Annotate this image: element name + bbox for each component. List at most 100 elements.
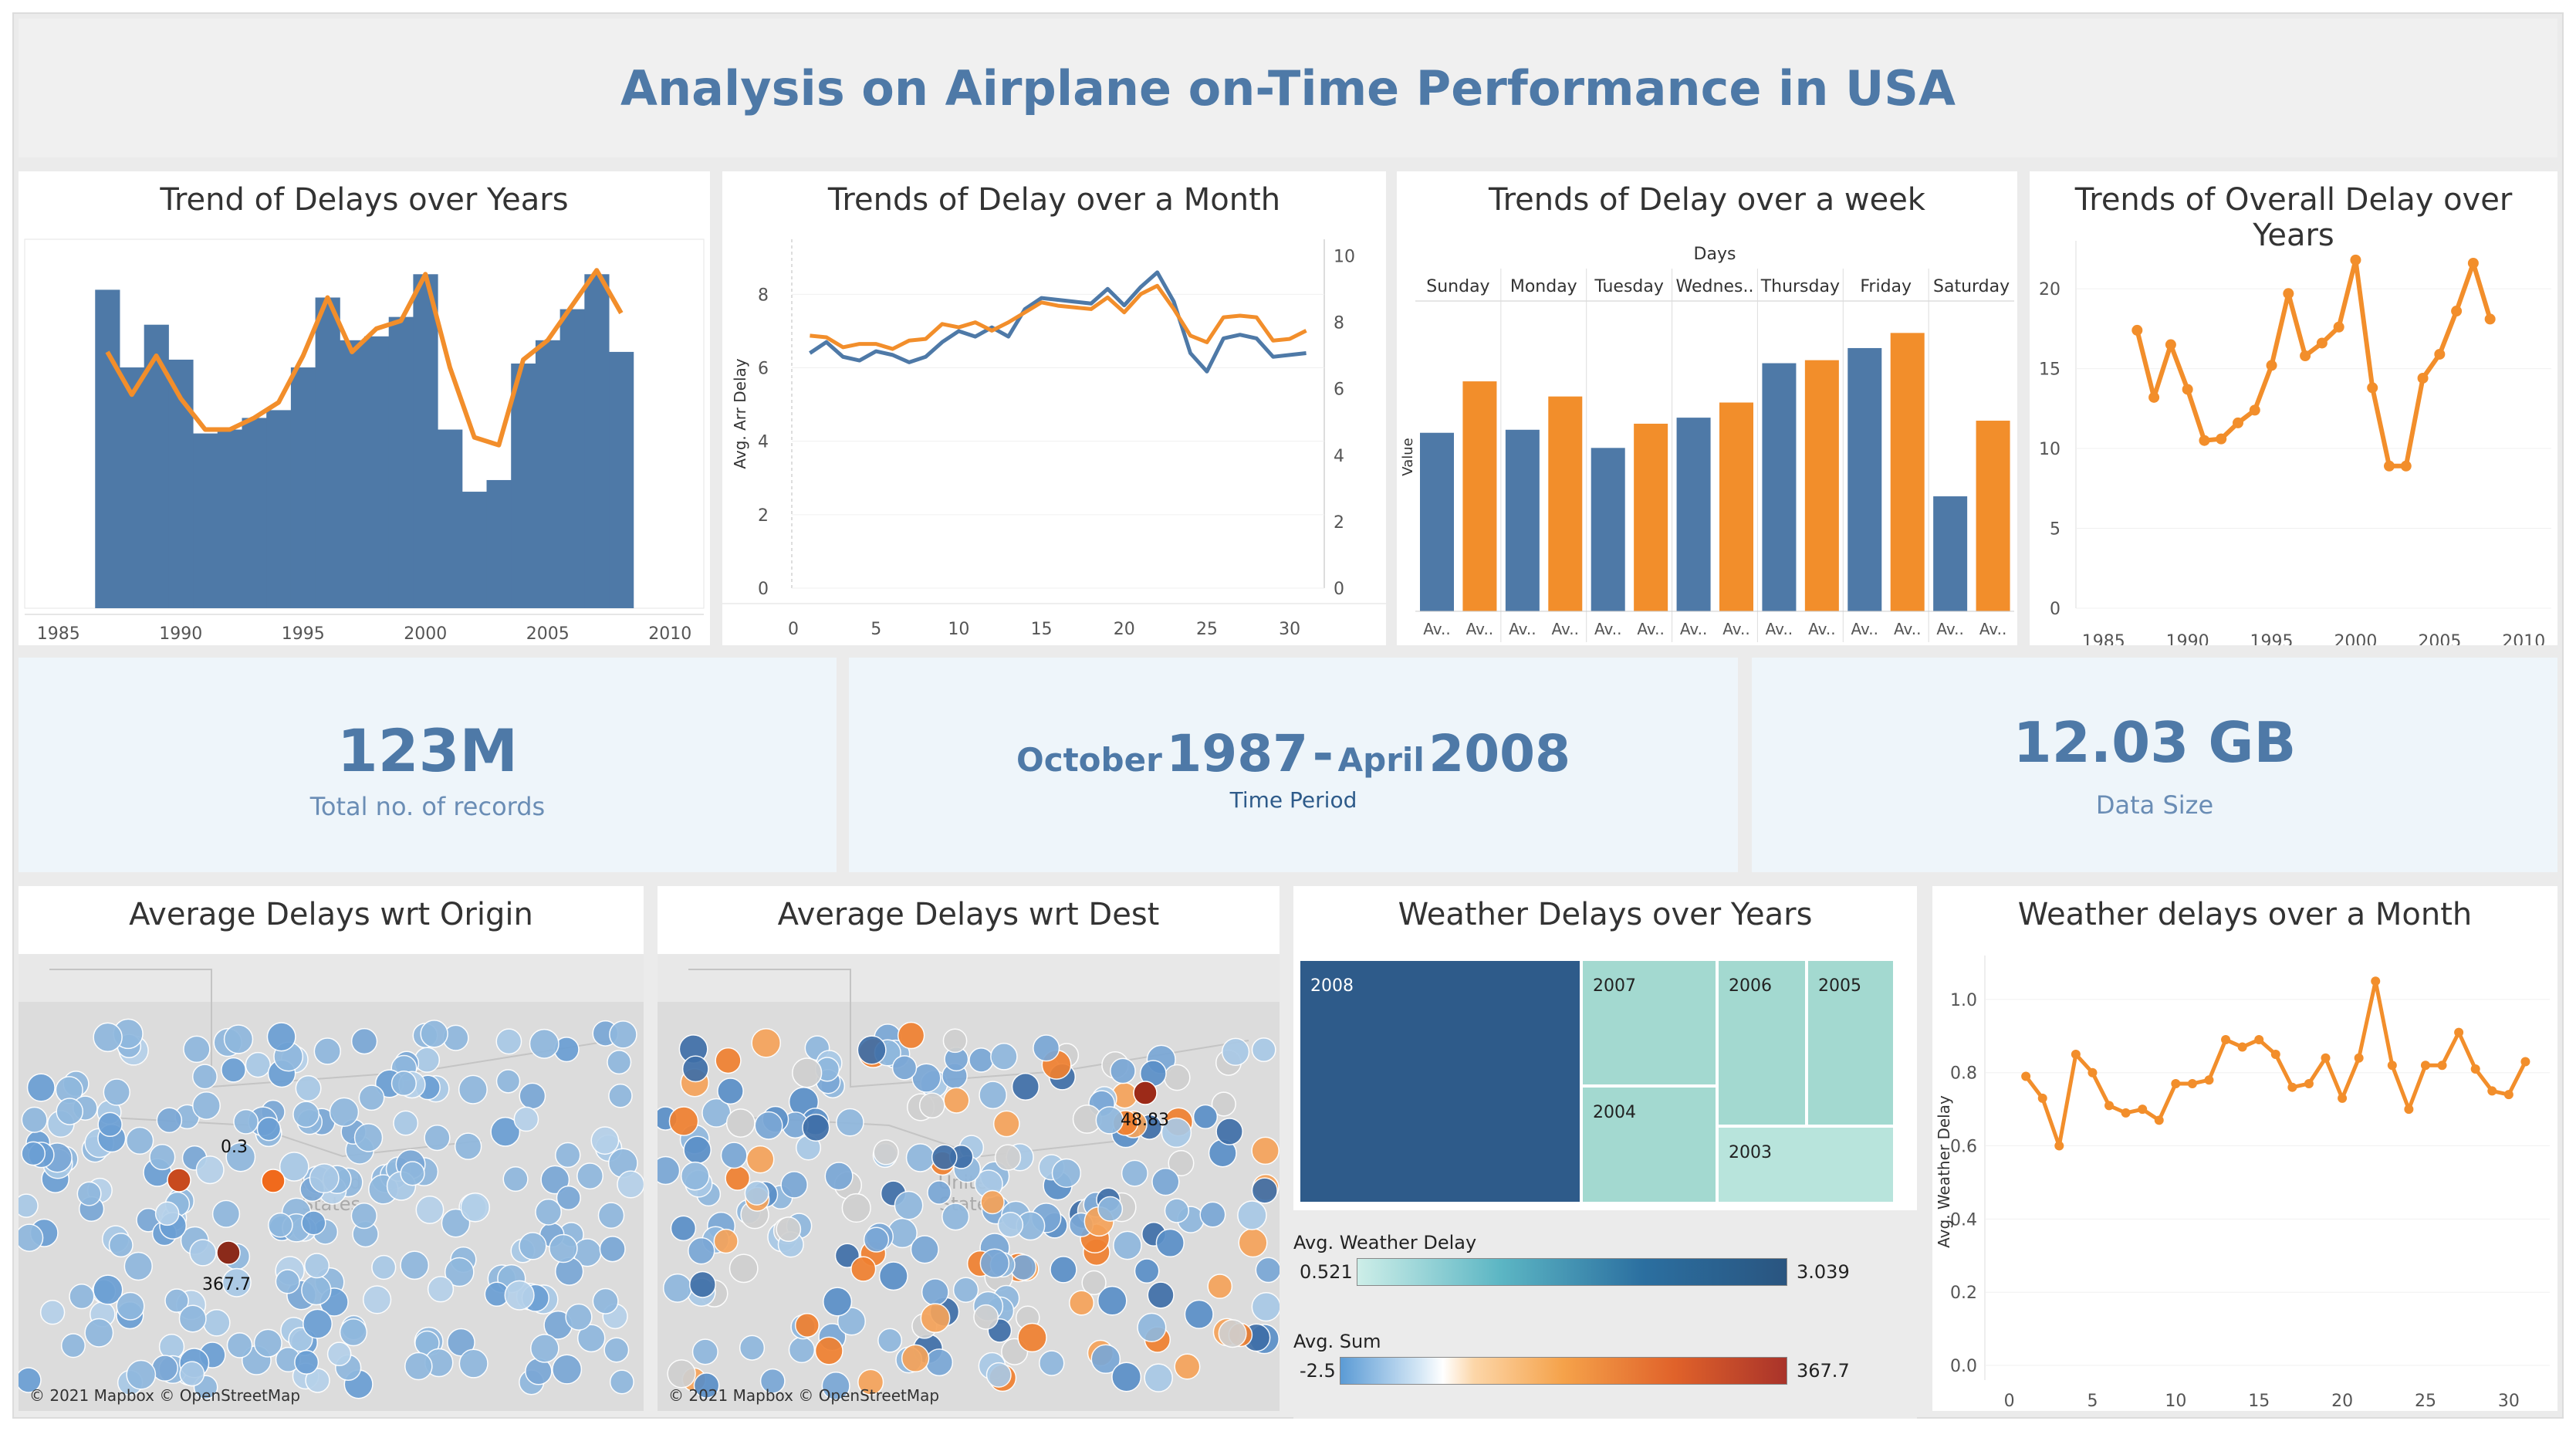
- airport-marker: [683, 1135, 712, 1165]
- legend-sum-max: 367.7: [1797, 1360, 1850, 1382]
- airport-marker: [126, 1359, 157, 1390]
- point-1991: [2199, 435, 2210, 446]
- airport-marker: [256, 1116, 282, 1142]
- airport-marker: [1134, 1258, 1160, 1284]
- bar-1997: [340, 340, 365, 608]
- airport-marker: [226, 1332, 253, 1358]
- airport-marker: [1151, 1168, 1180, 1196]
- x-tick-15: 15: [1031, 620, 1053, 639]
- airport-marker: [400, 1250, 430, 1280]
- airport-marker: [400, 1161, 425, 1186]
- airport-marker: [729, 1253, 759, 1284]
- y-tick-left-4: 4: [758, 433, 769, 452]
- chart-overall[interactable]: 0 5 10 15 20 1985 1990 1995 2000 2005 2010: [2030, 171, 2557, 645]
- point-day-11: [2187, 1078, 2197, 1088]
- panel-trend-years[interactable]: Trend of Delays over Years 1985 1990 1995 2…: [19, 171, 710, 645]
- x-tick-2010: 2010: [648, 624, 691, 644]
- airport-marker: [415, 1196, 445, 1224]
- airport-marker: [670, 1215, 697, 1242]
- point-day-13: [2221, 1035, 2231, 1045]
- panel-weather-month[interactable]: Weather delays over a Month 0.0 0.2 0.4 0.6…: [1932, 886, 2557, 1411]
- point-day-1: [2021, 1071, 2031, 1081]
- point-1987: [2131, 324, 2143, 336]
- airport-marker: [725, 1165, 751, 1191]
- dashboard-header: Analysis on Airplane on-Time Performance…: [19, 19, 2557, 157]
- point-day-6: [2104, 1101, 2115, 1111]
- point-2001: [2367, 382, 2378, 394]
- airport-marker: [1174, 1353, 1201, 1380]
- airport-marker: [592, 1287, 619, 1314]
- x-tick-2005: 2005: [526, 624, 570, 644]
- airport-marker: [358, 1084, 385, 1111]
- y-tick-right-8: 8: [1334, 314, 1344, 333]
- x-tick-1985: 1985: [2082, 632, 2125, 645]
- airport-marker: [609, 1369, 634, 1395]
- airport-marker: [1097, 1285, 1127, 1316]
- treemap-cell-2008: [1299, 959, 1581, 1203]
- airport-marker: [857, 1368, 884, 1395]
- airport-marker: [1121, 1159, 1148, 1187]
- chart-week[interactable]: Days Sunday Av.. Av.. Monday Av.. Av.. Tuesday A…: [1397, 171, 2017, 645]
- airport-marker: [21, 1106, 48, 1133]
- airport-marker: [1081, 1270, 1107, 1296]
- point-day-30: [2503, 1090, 2513, 1100]
- point-day-31: [2520, 1057, 2530, 1067]
- bar-sublabel-5-0: Av..: [1851, 620, 1879, 638]
- airport-marker: [76, 1181, 102, 1206]
- bar-sublabel-3-1: Av..: [1722, 620, 1750, 638]
- panel-trend-month[interactable]: Trends of Delay over a Month 0 2 4 6 8 0 2 4 6 8 1…: [722, 171, 1386, 645]
- airport-marker: [607, 1050, 632, 1075]
- airport-marker: [108, 1233, 134, 1258]
- y-tick-0.2: 0.2: [1950, 1284, 1977, 1303]
- highlight-marker: [216, 1240, 241, 1265]
- treemap-label-2004: 2004: [1593, 1103, 1636, 1122]
- kpi-period-month-start: October: [1016, 741, 1162, 779]
- point-2006: [2451, 306, 2463, 317]
- chart-years[interactable]: 1985 1990 1995 2000 2005 2010: [19, 171, 710, 645]
- airport-marker: [195, 1155, 225, 1185]
- airport-marker: [720, 1142, 748, 1169]
- airport-marker: [97, 1111, 123, 1138]
- panel-map-dest[interactable]: Average Delays wrt Dest UnitedStates48.8…: [658, 886, 1280, 1411]
- y-tick-15: 15: [2039, 360, 2060, 380]
- chart-weather-month[interactable]: 0.0 0.2 0.4 0.6 0.8 1.0 0 5 10 15 20 25 30 Avg. Weath…: [1932, 886, 2557, 1411]
- chart-weather-treemap[interactable]: 2008 2007 2006 2005 2004 2003: [1293, 886, 1917, 1210]
- x-tick-5: 5: [870, 620, 881, 639]
- airport-marker: [126, 1126, 154, 1155]
- point-2002: [2384, 460, 2395, 472]
- airport-marker: [759, 1368, 786, 1394]
- airport-marker: [390, 1070, 418, 1097]
- map-dest[interactable]: UnitedStates48.83: [658, 886, 1280, 1411]
- treemap-label-2006: 2006: [1729, 976, 1772, 996]
- airport-marker: [427, 1276, 455, 1303]
- airport-marker: [1218, 1319, 1247, 1348]
- airport-marker: [680, 1161, 710, 1191]
- treemap-label-2003: 2003: [1729, 1143, 1772, 1162]
- airport-marker: [691, 1338, 718, 1365]
- x-tick-2000: 2000: [404, 624, 447, 644]
- airport-marker: [780, 1171, 808, 1199]
- panel-overall-delay[interactable]: Trends of Overall Delay over Years 0 5 10 1…: [2030, 171, 2557, 645]
- airport-marker: [1211, 1091, 1236, 1117]
- airport-marker: [309, 1163, 340, 1194]
- panel-map-origin[interactable]: Average Delays wrt Origin UnitedStates0.…: [19, 886, 644, 1411]
- panel-title-overall: Trends of Overall Delay over Years: [2074, 182, 2513, 253]
- bar-Saturday-blue: [1933, 496, 1968, 611]
- kpi-period-year-start: 1987: [1166, 724, 1309, 783]
- panel-title-origin: Average Delays wrt Origin: [129, 897, 533, 932]
- point-day-26: [2437, 1061, 2447, 1071]
- point-1989: [2165, 339, 2176, 350]
- day-label-4: Thursday: [1760, 277, 1840, 296]
- airport-marker: [1110, 1057, 1136, 1084]
- bar-1994: [266, 410, 292, 608]
- point-day-14: [2237, 1042, 2247, 1052]
- panel-weather-years[interactable]: Weather Delays over Years 2008 2007 2006 20…: [1293, 886, 1917, 1210]
- bar-2002: [461, 492, 488, 608]
- airport-marker: [223, 1024, 254, 1054]
- treemap-cell-2004: [1581, 1086, 1717, 1203]
- airport-marker: [21, 1141, 46, 1166]
- point-1992: [2216, 433, 2227, 445]
- chart-month[interactable]: 0 2 4 6 8 0 2 4 6 8 10 0 5 10 15 20 25 30 Avg. Arr Delay: [722, 171, 1386, 645]
- panel-trend-week[interactable]: Trends of Delay over a week Days Sunday Av…: [1397, 171, 2017, 645]
